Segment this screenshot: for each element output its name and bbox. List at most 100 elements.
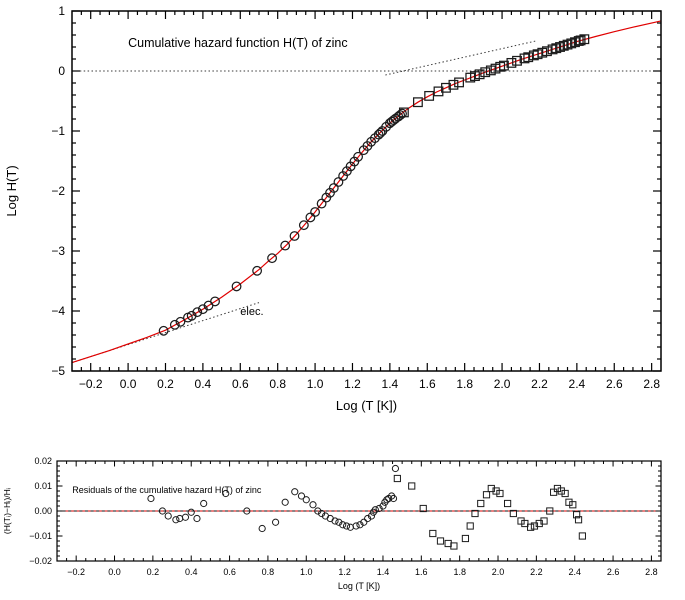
data-point-square — [578, 532, 586, 540]
data-point-circle — [172, 516, 180, 524]
tick-label: 1.2 — [344, 377, 361, 391]
data-point-circle — [298, 220, 309, 231]
tick-label: 2.4 — [569, 377, 586, 391]
data-point-square — [436, 537, 445, 545]
data-point-square — [506, 57, 517, 68]
data-point-circle — [164, 512, 172, 520]
hazard-panel: −0.2 0.0 0.2 0.4 0.6 0.8 1.0 1.2 1.4 1.6 1.8 2.0 2.2… — [4, 4, 662, 413]
tick-label: 0.00 — [34, 506, 52, 516]
tick-label: 1.8 — [453, 567, 466, 577]
tick-label: 1.0 — [307, 377, 324, 391]
data-point-square — [523, 52, 534, 63]
data-point-circle — [187, 508, 195, 516]
data-point-circle — [252, 265, 263, 276]
data-point-square — [454, 77, 464, 88]
data-point-square — [477, 499, 485, 508]
data-point-circle — [243, 507, 251, 515]
data-point-circle — [169, 319, 180, 330]
tick-label: 0.4 — [185, 567, 198, 577]
tick-label: −0.02 — [29, 556, 52, 566]
data-point-square — [512, 55, 522, 66]
data-point-square — [574, 516, 583, 524]
tick-label: 2.0 — [494, 377, 511, 391]
data-point-circle — [192, 307, 203, 318]
data-point-square — [466, 522, 474, 530]
data-point-circle — [158, 325, 169, 336]
data-point-circle — [383, 496, 391, 504]
data-point-circle — [289, 231, 300, 241]
tick-label: 2.8 — [643, 377, 660, 391]
hazard-fit-curve — [71, 20, 662, 364]
data-point-circle — [333, 177, 344, 187]
data-point-square — [429, 529, 437, 538]
data-point-square — [517, 517, 525, 525]
data-point-square — [487, 484, 495, 493]
tick-label: 0.8 — [262, 567, 275, 577]
data-point-circle — [360, 518, 368, 526]
data-point-circle — [375, 504, 383, 513]
data-point-square — [553, 484, 562, 493]
data-point-circle — [175, 316, 186, 327]
data-point-circle — [371, 506, 379, 514]
tick-label: 2.6 — [606, 377, 623, 391]
data-point-square — [393, 474, 401, 483]
data-point-circle — [339, 521, 347, 529]
data-point-circle — [281, 498, 289, 506]
tick-label: 2.8 — [645, 567, 658, 577]
data-point-circle — [356, 521, 364, 529]
data-point-square — [504, 499, 512, 508]
data-point-square — [521, 519, 529, 528]
data-point-square — [573, 511, 581, 519]
data-point-circle — [342, 522, 351, 530]
data-point-circle — [314, 507, 322, 515]
data-point-circle — [176, 514, 184, 523]
tick-label: −0.01 — [29, 531, 52, 541]
data-point-square — [540, 517, 548, 525]
data-point-circle — [258, 524, 266, 533]
data-point-circle — [222, 489, 230, 498]
electronic-asymptote-line — [71, 302, 260, 364]
tick-label: −0.2 — [67, 567, 85, 577]
tick-label: 1.4 — [382, 377, 399, 391]
tick-label: 2.6 — [607, 567, 620, 577]
tick-label: −0.2 — [79, 377, 103, 391]
data-point-circle — [200, 499, 208, 508]
tick-label: 0.02 — [34, 456, 52, 466]
tick-label: 1.6 — [415, 567, 428, 577]
data-point-circle — [328, 183, 339, 193]
tick-label: 2.2 — [531, 377, 548, 391]
y-axis-title: (H(Tᵢ)−Hᵢ)/Hᵢ — [2, 488, 12, 534]
data-point-circle — [379, 502, 387, 510]
data-point-square — [424, 90, 435, 101]
residuals-panel: −0.2 0.0 0.2 0.4 0.6 0.8 1.0 1.2 1.4 1.6 1.8 2.0 2.2… — [2, 456, 662, 591]
data-point-square — [461, 534, 470, 543]
data-point-circle — [353, 151, 364, 162]
data-point-square — [499, 60, 509, 71]
data-point-circle — [147, 494, 155, 503]
data-point-square — [412, 97, 423, 108]
data-point-circle — [291, 488, 299, 496]
tick-label: 0.01 — [34, 481, 52, 491]
data-point-square — [482, 491, 491, 499]
plot-frame — [71, 10, 662, 372]
data-point-square — [565, 498, 573, 506]
data-point-square — [561, 489, 569, 498]
data-point-circle — [397, 108, 407, 119]
tick-label: 0.0 — [108, 567, 121, 577]
tick-label: 1.8 — [456, 377, 473, 391]
data-point-square — [448, 79, 459, 90]
tick-label: 2.4 — [568, 567, 581, 577]
data-point-circle — [352, 522, 360, 530]
data-point-circle — [389, 494, 398, 503]
data-point-square — [579, 34, 590, 45]
annotation-title: Residuals of the cumulative hazard H(T) … — [72, 485, 262, 495]
tick-label: −1 — [51, 124, 65, 138]
data-point-circle — [193, 514, 201, 523]
data-point-square — [550, 488, 558, 496]
data-point-circle — [310, 207, 321, 217]
data-point-square — [509, 509, 517, 518]
tick-label: 2.0 — [492, 567, 505, 577]
data-point-square — [471, 509, 479, 518]
